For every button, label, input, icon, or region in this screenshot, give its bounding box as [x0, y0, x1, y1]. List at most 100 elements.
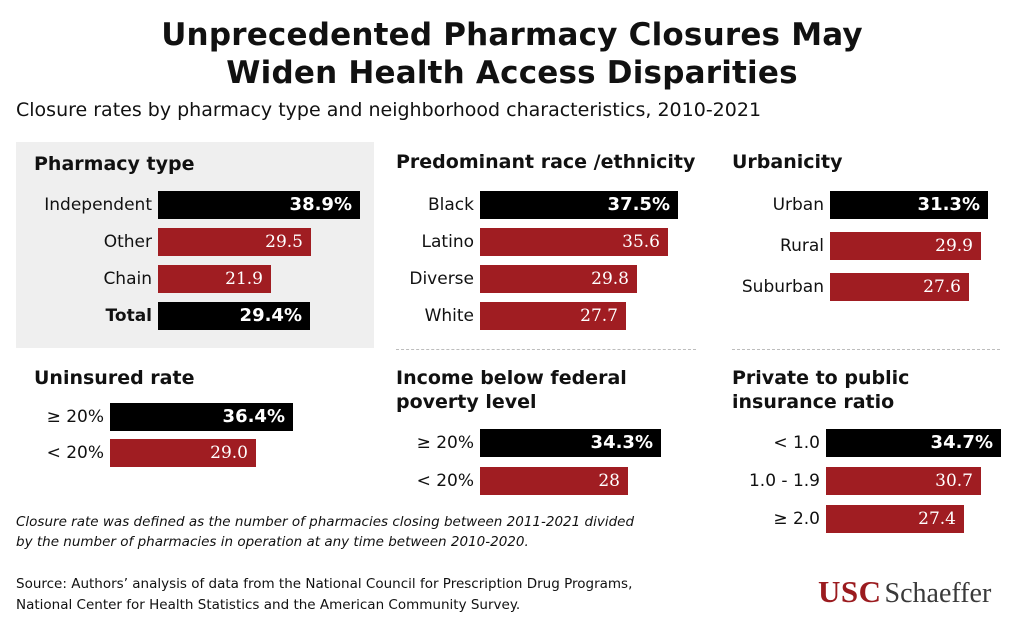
panel-title: Uninsured rate	[34, 366, 194, 390]
footnote: Closure rate was defined as the number o…	[16, 512, 716, 552]
divider-urbanicity	[732, 349, 1000, 350]
bar: 31.3%	[830, 191, 988, 219]
bar-row: < 20% 28	[380, 467, 710, 495]
bar: 29.5	[158, 228, 311, 256]
category-label: < 20%	[416, 471, 474, 491]
panel-title: Predominant race /ethnicity	[396, 150, 695, 174]
bar: 27.4	[826, 505, 964, 533]
bar-row: Latino 35.6	[380, 228, 710, 256]
bar-row: < 20% 29.0	[16, 439, 374, 467]
chart-pharmacy-type: Pharmacy type Independent 38.9% Other 29.5 Ch…	[16, 142, 374, 348]
category-label: Urban	[772, 195, 824, 215]
data-label: 35.6	[622, 232, 660, 252]
logo-usc: USC	[818, 574, 882, 609]
divider-race	[396, 349, 696, 350]
bar: 29.4%	[158, 302, 310, 330]
data-label: 27.4	[918, 509, 956, 529]
chart-insurance-ratio: Private to public insurance ratio < 1.0 34.…	[716, 360, 1016, 540]
title-line-2: Widen Health Access Disparities	[226, 55, 798, 91]
bar-row: 1.0 - 1.9 30.7	[716, 467, 1016, 495]
usc-schaeffer-logo: USC Schaeffer	[818, 574, 991, 614]
category-label: Total	[105, 306, 152, 326]
bar: 21.9	[158, 265, 271, 293]
category-label: Independent	[44, 195, 152, 215]
panel-title: Pharmacy type	[34, 152, 194, 176]
bar-row: Diverse 29.8	[380, 265, 710, 293]
panel-title-line: Private to public	[732, 367, 910, 389]
panel-title-line: Predominant race /ethnicity	[396, 151, 696, 173]
data-label: 37.5%	[607, 194, 670, 215]
source-line-1: Source: Authors’ analysis of data from t…	[16, 576, 633, 592]
category-label: Suburban	[741, 277, 824, 297]
bar: 38.9%	[158, 191, 360, 219]
bar-row: Urban 31.3%	[716, 191, 1016, 219]
bar-row: Independent 38.9%	[16, 191, 374, 219]
bar: 29.9	[830, 232, 981, 260]
category-label: ≥ 20%	[416, 433, 474, 453]
bar-row: ≥ 2.0 27.4	[716, 505, 1016, 533]
category-label: ≥ 20%	[46, 407, 104, 427]
data-label: 38.9%	[289, 194, 352, 215]
bar: 37.5%	[480, 191, 678, 219]
panel-title: Private to public insurance ratio	[732, 366, 909, 414]
bar: 34.3%	[480, 429, 661, 457]
data-label: 34.3%	[590, 432, 653, 453]
data-label: 29.4%	[239, 305, 302, 326]
category-label: ≥ 2.0	[773, 509, 820, 529]
bar-row: ≥ 20% 36.4%	[16, 403, 374, 431]
bar-row: ≥ 20% 34.3%	[380, 429, 710, 457]
bar-row: Chain 21.9	[16, 265, 374, 293]
footnote-line-1: Closure rate was defined as the number o…	[16, 514, 635, 530]
panel-title: Urbanicity	[732, 150, 843, 174]
bar: 28	[480, 467, 628, 495]
data-label: 31.3%	[917, 194, 980, 215]
bar-row: White 27.7	[380, 302, 710, 330]
chart-title: Unprecedented Pharmacy Closures May Wide…	[0, 16, 1024, 92]
data-label: 27.6	[923, 277, 961, 297]
panel-title-line: poverty level	[396, 391, 537, 413]
bar: 34.7%	[826, 429, 1001, 457]
category-label: < 1.0	[773, 433, 820, 453]
category-label: < 20%	[46, 443, 104, 463]
data-label: 28	[598, 471, 620, 491]
title-line-1: Unprecedented Pharmacy Closures May	[161, 17, 863, 53]
chart-income-poverty: Income below federal poverty level ≥ 20% 34…	[380, 360, 710, 500]
bar: 29.8	[480, 265, 637, 293]
bar: 27.6	[830, 273, 969, 301]
panel-title-line: Uninsured rate	[34, 367, 195, 389]
panel-title: Income below federal poverty level	[396, 366, 627, 414]
source-line-2: National Center for Health Statistics an…	[16, 597, 521, 613]
panel-title-line: Pharmacy type	[34, 153, 195, 175]
bar: 30.7	[826, 467, 981, 495]
chart-uninsured-rate: Uninsured rate ≥ 20% 36.4% < 20% 29.0	[16, 360, 374, 480]
category-label: Black	[428, 195, 474, 215]
panel-title-line: Urbanicity	[732, 151, 843, 173]
data-label: 36.4%	[222, 406, 285, 427]
data-label: 21.9	[225, 269, 263, 289]
bar: 27.7	[480, 302, 626, 330]
footnote-line-2: by the number of pharmacies in operation…	[16, 534, 529, 550]
category-label: Other	[103, 232, 152, 252]
bar-row: Suburban 27.6	[716, 273, 1016, 301]
bar-row: Total 29.4%	[16, 302, 374, 330]
source-note: Source: Authors’ analysis of data from t…	[16, 574, 776, 616]
data-label: 29.0	[210, 443, 248, 463]
chart-race-ethnicity: Predominant race /ethnicity Black 37.5% Lat…	[380, 142, 710, 342]
data-label: 27.7	[580, 306, 618, 326]
category-label: Rural	[780, 236, 824, 256]
category-label: Latino	[421, 232, 474, 252]
category-label: Diverse	[409, 269, 474, 289]
bar-row: Rural 29.9	[716, 232, 1016, 260]
data-label: 34.7%	[930, 432, 993, 453]
category-label: 1.0 - 1.9	[748, 471, 820, 491]
bar-row: Other 29.5	[16, 228, 374, 256]
chart-subtitle: Closure rates by pharmacy type and neigh…	[16, 99, 762, 121]
bar-row: Black 37.5%	[380, 191, 710, 219]
data-label: 29.8	[591, 269, 629, 289]
bar: 36.4%	[110, 403, 293, 431]
category-label: White	[424, 306, 474, 326]
data-label: 29.5	[265, 232, 303, 252]
data-label: 29.9	[935, 236, 973, 256]
panel-title-line: insurance ratio	[732, 391, 895, 413]
data-label: 30.7	[935, 471, 973, 491]
